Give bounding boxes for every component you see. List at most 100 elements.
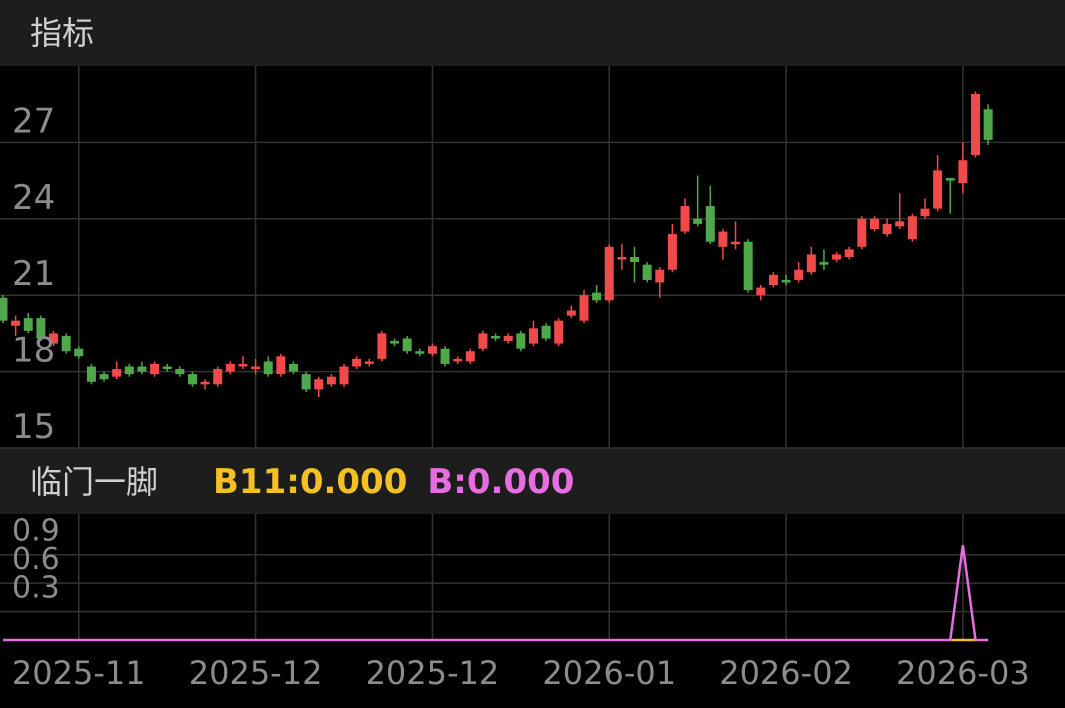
legend-label: B11:0.000 [213, 462, 407, 502]
candle-body [857, 218, 867, 247]
candle-body [427, 346, 437, 354]
candle-body [541, 325, 551, 339]
y-tick-label: 24 [12, 178, 55, 218]
candle-body [23, 318, 33, 331]
x-tick-label: 2025-11 [12, 654, 146, 692]
candle-body [503, 335, 513, 342]
candle-body [832, 254, 842, 260]
y-tick-label: 15 [12, 407, 55, 447]
candle-body [453, 358, 463, 362]
candle-body [124, 366, 134, 375]
candle-body [642, 264, 652, 280]
candle-body [920, 208, 930, 217]
candle-body [339, 366, 349, 385]
candle-body [895, 221, 905, 227]
candle-body [907, 216, 917, 240]
candle-body [743, 241, 753, 291]
candle-body [554, 320, 564, 344]
candle-body [844, 249, 854, 257]
indicator-line [3, 545, 989, 642]
y-tick-label: 27 [12, 101, 55, 141]
candle-body [958, 160, 968, 184]
candle-body [352, 358, 362, 367]
header-title: 指标 [30, 14, 94, 52]
candle-body [74, 348, 84, 357]
x-tick-label: 2026-01 [542, 654, 676, 692]
candle-body [251, 366, 261, 370]
candle-body [415, 351, 425, 354]
indicator-title: 临门一脚 [30, 463, 158, 501]
candle-body [86, 366, 96, 382]
header-bar [0, 0, 1065, 66]
candle-body [731, 241, 741, 245]
candle-body [693, 218, 703, 224]
x-tick-label: 2026-03 [896, 654, 1030, 692]
candle-body [440, 348, 450, 364]
candle-body [882, 223, 892, 235]
candle-body [99, 374, 109, 380]
x-tick-label: 2026-02 [719, 654, 853, 692]
candle-body [478, 333, 488, 349]
candle-body [390, 341, 400, 344]
candle-body [465, 351, 475, 362]
candle-body [314, 379, 324, 390]
candle-body [705, 206, 715, 242]
candle-body [238, 363, 248, 367]
y-tick-label: 0.6 [12, 542, 60, 577]
candle-body [806, 254, 816, 273]
candle-body [680, 206, 690, 232]
candle-body [617, 257, 627, 260]
candle-body [528, 328, 538, 344]
candle-body [213, 369, 223, 385]
indicator-bar [0, 448, 1065, 514]
candle-body [326, 376, 336, 385]
candle-body [794, 269, 804, 280]
candle-body [971, 94, 981, 156]
y-tick-label: 0.3 [12, 571, 60, 606]
candle-body [604, 246, 614, 301]
candle-body [225, 363, 235, 372]
candle-body [377, 333, 387, 359]
candle-body [768, 274, 778, 286]
candle-body [364, 361, 374, 364]
candle-body [945, 178, 955, 181]
candle-body [592, 292, 602, 301]
candle-body [288, 363, 298, 372]
candle-body [933, 170, 943, 209]
candle-body [718, 231, 728, 247]
candle-body [112, 369, 122, 377]
candle-body [566, 310, 576, 316]
candle-body [819, 262, 829, 265]
candle-body [200, 381, 210, 385]
candle-body [402, 338, 412, 352]
x-tick-label: 2025-12 [189, 654, 323, 692]
candle-body [983, 109, 993, 140]
candle-body [36, 318, 46, 339]
candle-body [491, 335, 501, 339]
candle-body [756, 287, 766, 296]
legend-label: B:0.000 [427, 462, 574, 502]
candle-body [162, 366, 172, 370]
candle-body [137, 366, 147, 372]
candle-body [667, 234, 677, 270]
candle-body [869, 218, 879, 229]
candle-body [61, 335, 71, 352]
y-tick-label: 21 [12, 254, 55, 294]
candle-body [655, 269, 665, 283]
candle-body [11, 320, 21, 326]
candle-body [630, 257, 639, 263]
candle-body [781, 279, 791, 283]
candle-body [187, 374, 197, 385]
y-tick-label: 0.9 [12, 514, 60, 549]
candle-body [276, 356, 286, 375]
candle-body [49, 333, 59, 344]
candle-body [301, 374, 311, 390]
candle-body [150, 363, 160, 375]
x-tick-label: 2025-12 [366, 654, 500, 692]
candle-body [0, 297, 8, 321]
candle-body [175, 369, 185, 375]
candle-body [263, 361, 273, 375]
